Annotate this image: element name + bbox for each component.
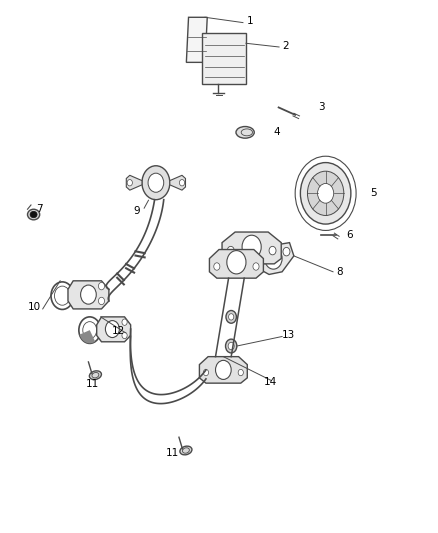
Circle shape xyxy=(106,320,119,337)
Polygon shape xyxy=(199,357,247,383)
Text: 12: 12 xyxy=(112,326,126,336)
Circle shape xyxy=(99,282,105,290)
Circle shape xyxy=(122,332,127,338)
Circle shape xyxy=(122,319,127,325)
FancyBboxPatch shape xyxy=(202,33,246,84)
Circle shape xyxy=(253,263,259,270)
Polygon shape xyxy=(126,175,142,190)
Text: 7: 7 xyxy=(36,204,43,214)
Circle shape xyxy=(127,180,132,186)
Text: 9: 9 xyxy=(134,206,141,216)
Circle shape xyxy=(228,342,234,350)
Circle shape xyxy=(242,235,261,259)
Circle shape xyxy=(227,246,234,255)
Circle shape xyxy=(307,171,344,215)
Circle shape xyxy=(215,360,231,379)
Wedge shape xyxy=(80,330,95,343)
Circle shape xyxy=(142,166,170,200)
Polygon shape xyxy=(254,243,294,274)
Circle shape xyxy=(226,311,237,323)
Circle shape xyxy=(180,180,185,186)
Ellipse shape xyxy=(89,371,102,379)
Circle shape xyxy=(318,183,334,203)
Circle shape xyxy=(148,173,164,192)
Polygon shape xyxy=(209,249,263,278)
Polygon shape xyxy=(68,281,109,309)
Text: 4: 4 xyxy=(274,127,280,138)
Circle shape xyxy=(214,263,220,270)
Text: 13: 13 xyxy=(282,330,295,341)
Ellipse shape xyxy=(30,212,37,217)
Polygon shape xyxy=(97,317,131,342)
Circle shape xyxy=(257,260,264,268)
Circle shape xyxy=(81,285,96,304)
Text: 14: 14 xyxy=(264,377,277,387)
Circle shape xyxy=(229,314,234,320)
Circle shape xyxy=(203,369,208,376)
Text: 11: 11 xyxy=(166,448,179,458)
Circle shape xyxy=(283,247,290,256)
Text: 8: 8 xyxy=(337,267,343,277)
Text: 10: 10 xyxy=(28,302,41,312)
Polygon shape xyxy=(222,232,281,264)
Circle shape xyxy=(226,339,237,353)
Polygon shape xyxy=(170,175,185,190)
Text: 6: 6 xyxy=(346,230,353,240)
Circle shape xyxy=(99,297,105,305)
Circle shape xyxy=(300,163,351,224)
Text: 11: 11 xyxy=(86,379,99,389)
Text: 1: 1 xyxy=(247,16,254,26)
Text: 3: 3 xyxy=(318,102,325,112)
Ellipse shape xyxy=(236,126,254,138)
Circle shape xyxy=(238,369,244,376)
Circle shape xyxy=(227,251,246,274)
Polygon shape xyxy=(186,17,207,62)
Circle shape xyxy=(269,246,276,255)
Ellipse shape xyxy=(180,446,192,455)
Text: 5: 5 xyxy=(370,188,376,198)
Ellipse shape xyxy=(28,209,40,220)
Text: 2: 2 xyxy=(283,41,290,51)
Circle shape xyxy=(265,248,282,269)
